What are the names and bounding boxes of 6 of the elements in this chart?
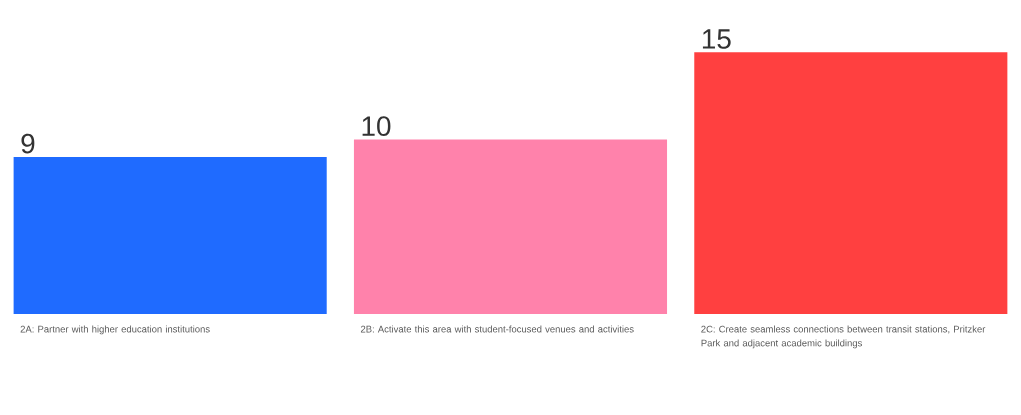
- data-label: 9: [21, 133, 35, 154]
- x-tick-label: 2C: Create seamless connections between transit stations, Pritzker Park and adjacent academic buildings: [701, 325, 986, 349]
- data-label: 10: [362, 116, 391, 137]
- x-tick-label: 2B: Activate this area with student-focused venues and activities: [360, 325, 634, 333]
- data-label: 15: [702, 29, 731, 49]
- x-tick-label: 2A: Partner with higher education institutions: [20, 325, 210, 335]
